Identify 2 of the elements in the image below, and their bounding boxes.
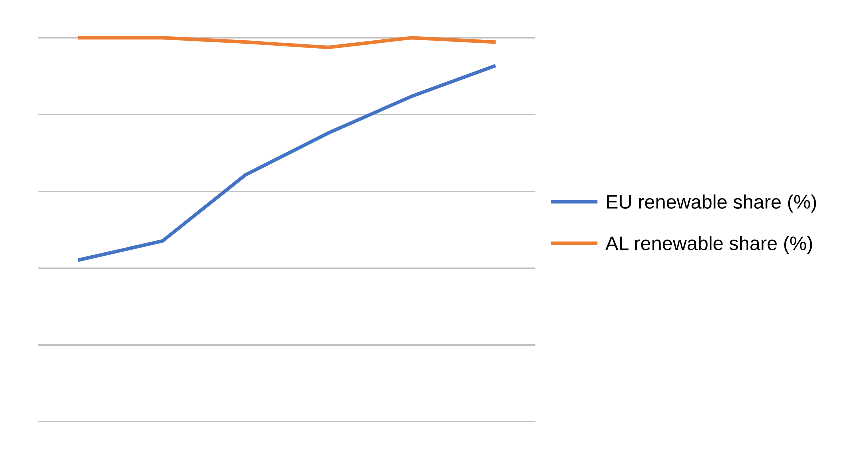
legend-label: AL renewable share (%) [606,236,812,254]
legend-label: EU renewable share (%) [607,194,816,213]
